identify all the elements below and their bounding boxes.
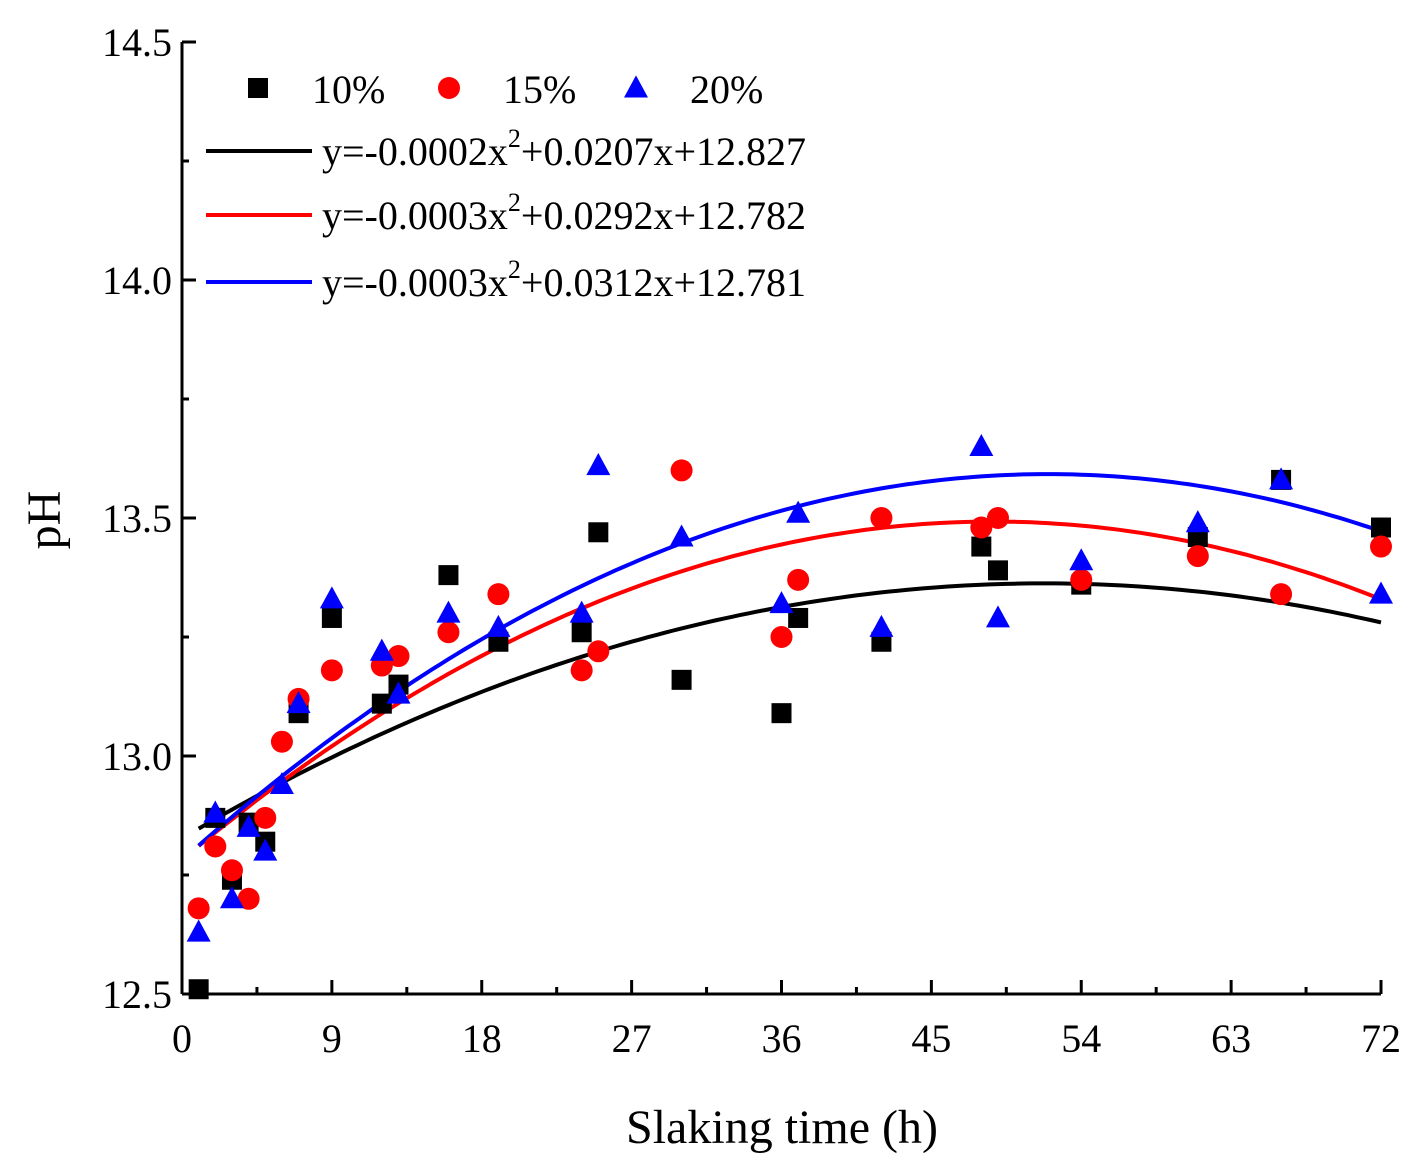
y-axis-label: pH (18, 491, 71, 550)
data-point (436, 600, 461, 623)
data-point (971, 536, 992, 557)
legend-marker-10pct (248, 78, 268, 98)
x-tick-label: 18 (462, 1016, 502, 1061)
data-point (786, 500, 811, 523)
series-10pct (188, 469, 1391, 1000)
x-tick-label: 36 (762, 1016, 802, 1061)
data-point (253, 838, 278, 861)
data-point (219, 886, 244, 909)
data-point (386, 681, 411, 704)
data-point (1070, 568, 1093, 591)
data-point (204, 835, 227, 858)
data-point (369, 638, 394, 661)
y-tick-label: 13.0 (102, 734, 172, 779)
data-point (770, 626, 793, 648)
data-point (320, 659, 343, 682)
x-tick-label: 27 (612, 1016, 652, 1061)
x-tick-label: 72 (1361, 1016, 1401, 1061)
x-tick-label: 45 (911, 1016, 951, 1061)
y-ticks: 12.5 13.0 13.5 14.0 14.5 (102, 20, 196, 1017)
data-point (269, 771, 294, 795)
data-point (236, 814, 261, 837)
data-point (986, 507, 1009, 529)
legend-marker-20pct (624, 75, 648, 98)
data-point (237, 887, 260, 910)
data-point (1185, 510, 1210, 533)
data-point (1370, 535, 1392, 558)
x-tick-label: 0 (172, 1016, 192, 1061)
data-point (1069, 548, 1094, 571)
data-point (771, 703, 792, 724)
data-point (1269, 467, 1294, 490)
data-point (371, 693, 392, 714)
data-point (186, 919, 211, 942)
data-point (571, 622, 592, 643)
data-point (985, 605, 1010, 628)
data-point (254, 806, 277, 829)
data-point (987, 560, 1008, 581)
data-point (1186, 545, 1209, 568)
x-tick-label: 63 (1211, 1016, 1251, 1061)
data-point (670, 459, 693, 482)
series-20pct (186, 434, 1393, 942)
legend-equation-10pct: y=-0.0002x2+0.0207x+12.827 (322, 124, 806, 174)
data-point (570, 659, 593, 682)
legend: 10% 15% 20% y=-0.0002x2+0.0207x+12.827 y=-0.… (206, 67, 806, 305)
x-tick-label: 9 (322, 1016, 342, 1061)
data-point (487, 583, 510, 606)
x-ticks: 0 9 18 27 36 45 54 63 72 (172, 980, 1401, 1061)
legend-label-20pct: 20% (690, 67, 763, 112)
data-point (869, 614, 894, 637)
data-point (970, 516, 993, 539)
data-point (1371, 517, 1391, 538)
data-point (586, 453, 611, 476)
data-point (969, 434, 994, 457)
data-point (1369, 581, 1393, 604)
data-point (188, 979, 209, 1000)
data-point (569, 600, 594, 623)
legend-equation-15pct: y=-0.0003x2+0.0292x+12.782 (322, 188, 806, 238)
data-point (769, 591, 794, 614)
data-point (321, 607, 342, 628)
data-point (486, 614, 511, 637)
axes: 0 9 18 27 36 45 54 63 72 12.5 13.0 13.5 14.0 14.5 (102, 20, 1401, 1061)
fit-line-10pct (197, 581, 1382, 831)
markers (186, 434, 1393, 1000)
y-tick-label: 12.5 (102, 972, 172, 1017)
y-tick-label: 13.5 (102, 496, 172, 541)
legend-label-15pct: 15% (503, 67, 576, 112)
data-point (220, 859, 243, 882)
data-point (387, 645, 410, 668)
fit-line-15pct (197, 519, 1382, 848)
data-point (587, 640, 610, 663)
legend-label-10pct: 10% (312, 67, 385, 112)
x-tick-label: 54 (1061, 1016, 1101, 1061)
data-point (787, 568, 810, 591)
data-point (203, 800, 228, 823)
series-15pct (187, 459, 1392, 920)
data-point (438, 565, 459, 586)
legend-equation-20pct: y=-0.0003x2+0.0312x+12.781 (322, 255, 806, 305)
data-point (319, 586, 344, 609)
y-tick-label: 14.0 (102, 258, 172, 303)
x-axis-label: Slaking time (h) (626, 1101, 938, 1154)
y-tick-label: 14.5 (102, 20, 172, 65)
data-point (286, 691, 311, 714)
data-point (671, 669, 692, 690)
data-point (870, 507, 893, 529)
data-point (588, 522, 609, 543)
legend-marker-15pct (438, 77, 460, 99)
data-point (1270, 583, 1293, 606)
data-point (437, 621, 460, 644)
data-point (669, 524, 694, 547)
data-point (270, 730, 293, 753)
data-point (187, 897, 210, 920)
